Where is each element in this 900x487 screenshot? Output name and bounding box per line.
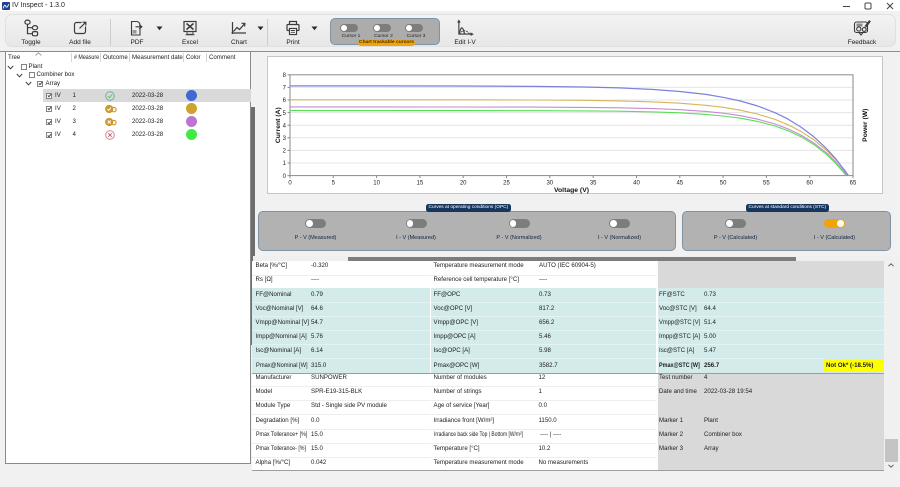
svg-text:65: 65 (850, 181, 857, 187)
svg-text:45: 45 (676, 181, 683, 187)
svg-text:30: 30 (546, 181, 553, 187)
svg-text:60: 60 (806, 181, 813, 187)
svg-text:7: 7 (283, 86, 287, 92)
svg-text:40: 40 (633, 181, 640, 187)
svg-text:20: 20 (460, 181, 467, 187)
svg-text:1: 1 (283, 161, 287, 167)
svg-text:5: 5 (283, 111, 287, 117)
svg-text:Power (W): Power (W) (862, 109, 869, 142)
svg-text:Current (A): Current (A) (275, 107, 282, 143)
svg-text:5: 5 (332, 181, 336, 187)
svg-text:35: 35 (590, 181, 597, 187)
svg-text:15: 15 (417, 181, 424, 187)
svg-text:10: 10 (373, 181, 380, 187)
svg-text:0: 0 (288, 181, 292, 187)
svg-text:2: 2 (283, 149, 287, 155)
svg-text:3: 3 (283, 136, 287, 142)
svg-text:0: 0 (283, 174, 287, 180)
svg-text:50: 50 (720, 181, 727, 187)
svg-text:55: 55 (763, 181, 770, 187)
svg-text:6: 6 (283, 98, 287, 104)
svg-text:Voltage (V): Voltage (V) (554, 187, 589, 194)
svg-text:4: 4 (283, 123, 287, 129)
svg-text:8: 8 (283, 73, 287, 79)
svg-text:25: 25 (503, 181, 510, 187)
